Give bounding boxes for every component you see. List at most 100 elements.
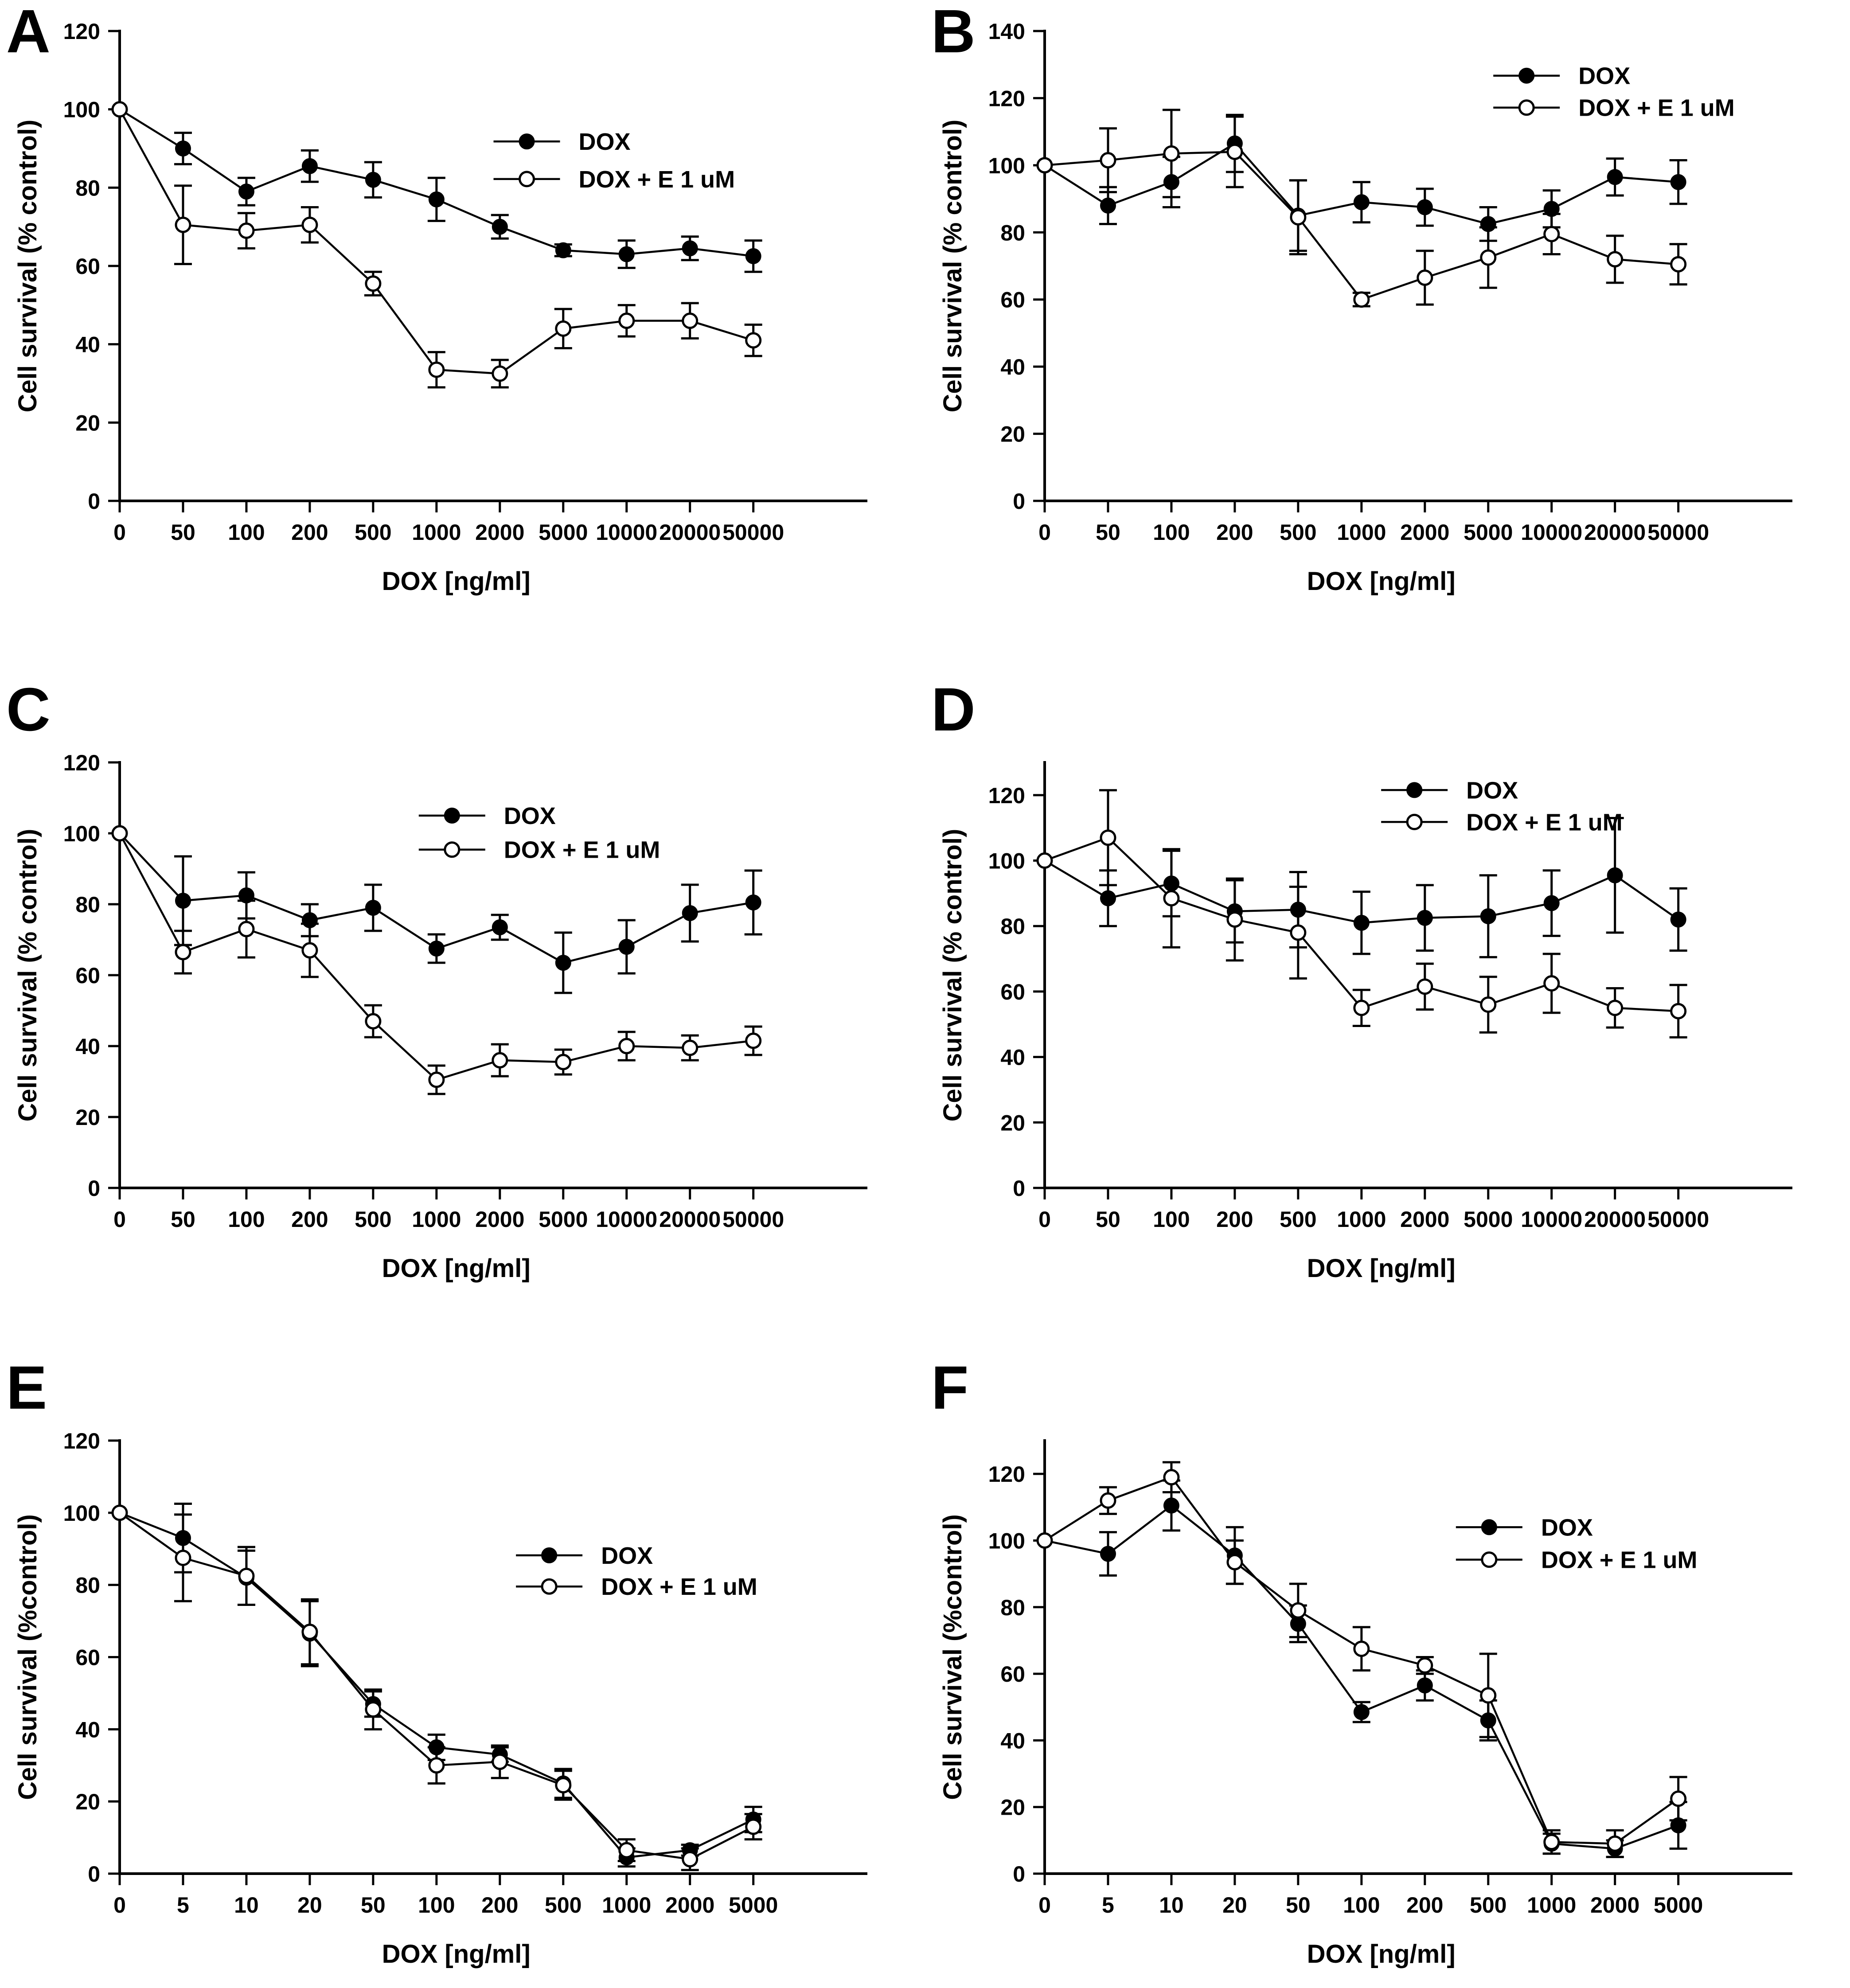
y-tick-label: 20 bbox=[75, 1105, 100, 1130]
x-tick-label: 1000 bbox=[412, 520, 461, 545]
y-tick-label: 100 bbox=[988, 153, 1025, 178]
data-point bbox=[238, 921, 255, 937]
x-tick-label: 200 bbox=[1216, 1207, 1253, 1232]
data-point bbox=[1417, 1677, 1433, 1694]
x-tick-label: 5000 bbox=[729, 1893, 778, 1918]
data-point bbox=[428, 361, 445, 378]
y-tick-label: 120 bbox=[63, 19, 100, 44]
x-tick-label: 50 bbox=[1286, 1893, 1311, 1918]
legend-entry: DOX bbox=[1456, 1514, 1593, 1541]
x-tick-label: 2000 bbox=[475, 520, 524, 545]
series-dox bbox=[112, 825, 762, 994]
data-point bbox=[301, 216, 318, 233]
data-point bbox=[1036, 852, 1053, 869]
data-point bbox=[1480, 908, 1496, 925]
x-tick-label: 1000 bbox=[602, 1893, 651, 1918]
panel-c-chart: 0 20 40 60 80 100 120 0 50 100 200 500 1000 2000 5000 1… bbox=[13, 750, 867, 1283]
panel-d: D 0 20 40 60 80 100 120 0 50 100 200 500 1000 2000 500… bbox=[925, 678, 1850, 1356]
x-tick-label: 50000 bbox=[1647, 1207, 1709, 1232]
data-point bbox=[301, 158, 318, 174]
x-tick-label: 200 bbox=[1216, 520, 1253, 545]
x-tick-label: 5000 bbox=[1464, 520, 1513, 545]
legend-label: DOX bbox=[1578, 63, 1630, 90]
y-tick-label: 60 bbox=[1000, 288, 1025, 312]
x-tick-label: 100 bbox=[1153, 520, 1190, 545]
legend-entry: DOX + E 1 uM bbox=[1493, 95, 1735, 121]
data-point bbox=[238, 1567, 255, 1584]
legend-label: DOX bbox=[579, 129, 631, 155]
data-point bbox=[1226, 911, 1243, 928]
data-point bbox=[1607, 1000, 1624, 1016]
data-point bbox=[682, 240, 698, 257]
panel-d-chart: 0 20 40 60 80 100 120 0 50 100 200 500 1000 2000 5000 1… bbox=[938, 761, 1792, 1283]
data-point bbox=[238, 184, 254, 200]
x-tick-label: 100 bbox=[228, 1207, 265, 1232]
x-tick-label: 5000 bbox=[1654, 1893, 1703, 1918]
data-point bbox=[1417, 1657, 1433, 1674]
data-point bbox=[1036, 1532, 1053, 1549]
data-point bbox=[618, 939, 635, 955]
x-tick-label: 100 bbox=[1343, 1893, 1380, 1918]
data-point bbox=[1163, 1469, 1180, 1486]
data-point bbox=[1543, 975, 1560, 992]
x-tick-label: 100 bbox=[1153, 1207, 1190, 1232]
legend-entry: DOX + E 1 uM bbox=[1381, 809, 1623, 836]
x-tick-label: 1000 bbox=[1337, 520, 1386, 545]
data-point bbox=[555, 1777, 572, 1794]
data-point bbox=[682, 905, 698, 921]
data-point bbox=[745, 1818, 762, 1835]
data-point bbox=[492, 1052, 508, 1069]
x-tick-label: 20000 bbox=[1584, 520, 1646, 545]
y-tick-label: 100 bbox=[988, 849, 1025, 874]
x-tick-label: 50 bbox=[171, 520, 195, 545]
data-point bbox=[1670, 1790, 1687, 1807]
data-point bbox=[1543, 1834, 1560, 1851]
y-tick-label: 20 bbox=[75, 1789, 100, 1814]
x-tick-label: 2000 bbox=[1590, 1893, 1639, 1918]
x-tick-label: 5000 bbox=[1464, 1207, 1513, 1232]
x-tick-label: 200 bbox=[291, 1207, 328, 1232]
data-point bbox=[1417, 269, 1433, 286]
legend-entry: DOX + E 1 uM bbox=[1456, 1547, 1698, 1574]
legend-marker bbox=[541, 1578, 558, 1595]
legend-label: DOX + E 1 uM bbox=[579, 166, 735, 193]
data-point bbox=[1100, 152, 1116, 168]
panel-a-chart: 0 20 40 60 80 100 120 0 50 100 200 500 1000 2000 5000 1… bbox=[13, 19, 867, 596]
data-point bbox=[745, 1032, 762, 1049]
series-line bbox=[119, 1512, 754, 1860]
data-point bbox=[428, 191, 445, 207]
data-point bbox=[1670, 256, 1687, 273]
panel-c-letter: C bbox=[6, 678, 51, 744]
series-dox bbox=[1037, 817, 1687, 958]
data-point bbox=[111, 101, 128, 118]
x-tick-label: 20000 bbox=[1584, 1207, 1646, 1232]
data-point bbox=[1480, 249, 1497, 266]
x-axis-title: DOX [ng/ml] bbox=[1307, 1254, 1456, 1283]
legend-marker bbox=[1518, 67, 1535, 84]
panel-e-letter: E bbox=[6, 1356, 47, 1422]
y-tick-label: 0 bbox=[1013, 489, 1025, 514]
data-point bbox=[1100, 1492, 1116, 1509]
data-point bbox=[175, 1550, 191, 1566]
x-axis-title: DOX [ng/ml] bbox=[382, 1254, 531, 1283]
data-point bbox=[1290, 924, 1307, 941]
data-point bbox=[1163, 890, 1180, 906]
data-point bbox=[492, 219, 508, 235]
x-tick-label: 20 bbox=[297, 1893, 322, 1918]
legend-label: DOX + E 1 uM bbox=[504, 837, 660, 863]
x-tick-label: 1000 bbox=[1337, 1207, 1386, 1232]
data-point bbox=[428, 941, 445, 957]
x-tick-label: 10000 bbox=[596, 520, 657, 545]
panel-f-chart: 0 20 40 60 80 100 120 0 5 10 20 50 100 200 500 1000 2000… bbox=[938, 1439, 1792, 1968]
x-axis-title: DOX [ng/ml] bbox=[1307, 567, 1456, 596]
panel-e: E 0 20 40 60 80 100 120 0 5 10 20 50 100 200 500 1000 20… bbox=[0, 1356, 925, 1988]
data-point bbox=[1670, 1003, 1687, 1019]
y-tick-label: 40 bbox=[1000, 1728, 1025, 1753]
legend-label: DOX + E 1 uM bbox=[1541, 1547, 1698, 1574]
legend-label: DOX bbox=[1466, 777, 1518, 804]
y-tick-label: 20 bbox=[1000, 1110, 1025, 1135]
x-tick-label: 0 bbox=[113, 520, 126, 545]
x-tick-label: 500 bbox=[355, 1207, 391, 1232]
y-tick-label: 60 bbox=[75, 1645, 100, 1670]
data-point bbox=[111, 1504, 128, 1521]
